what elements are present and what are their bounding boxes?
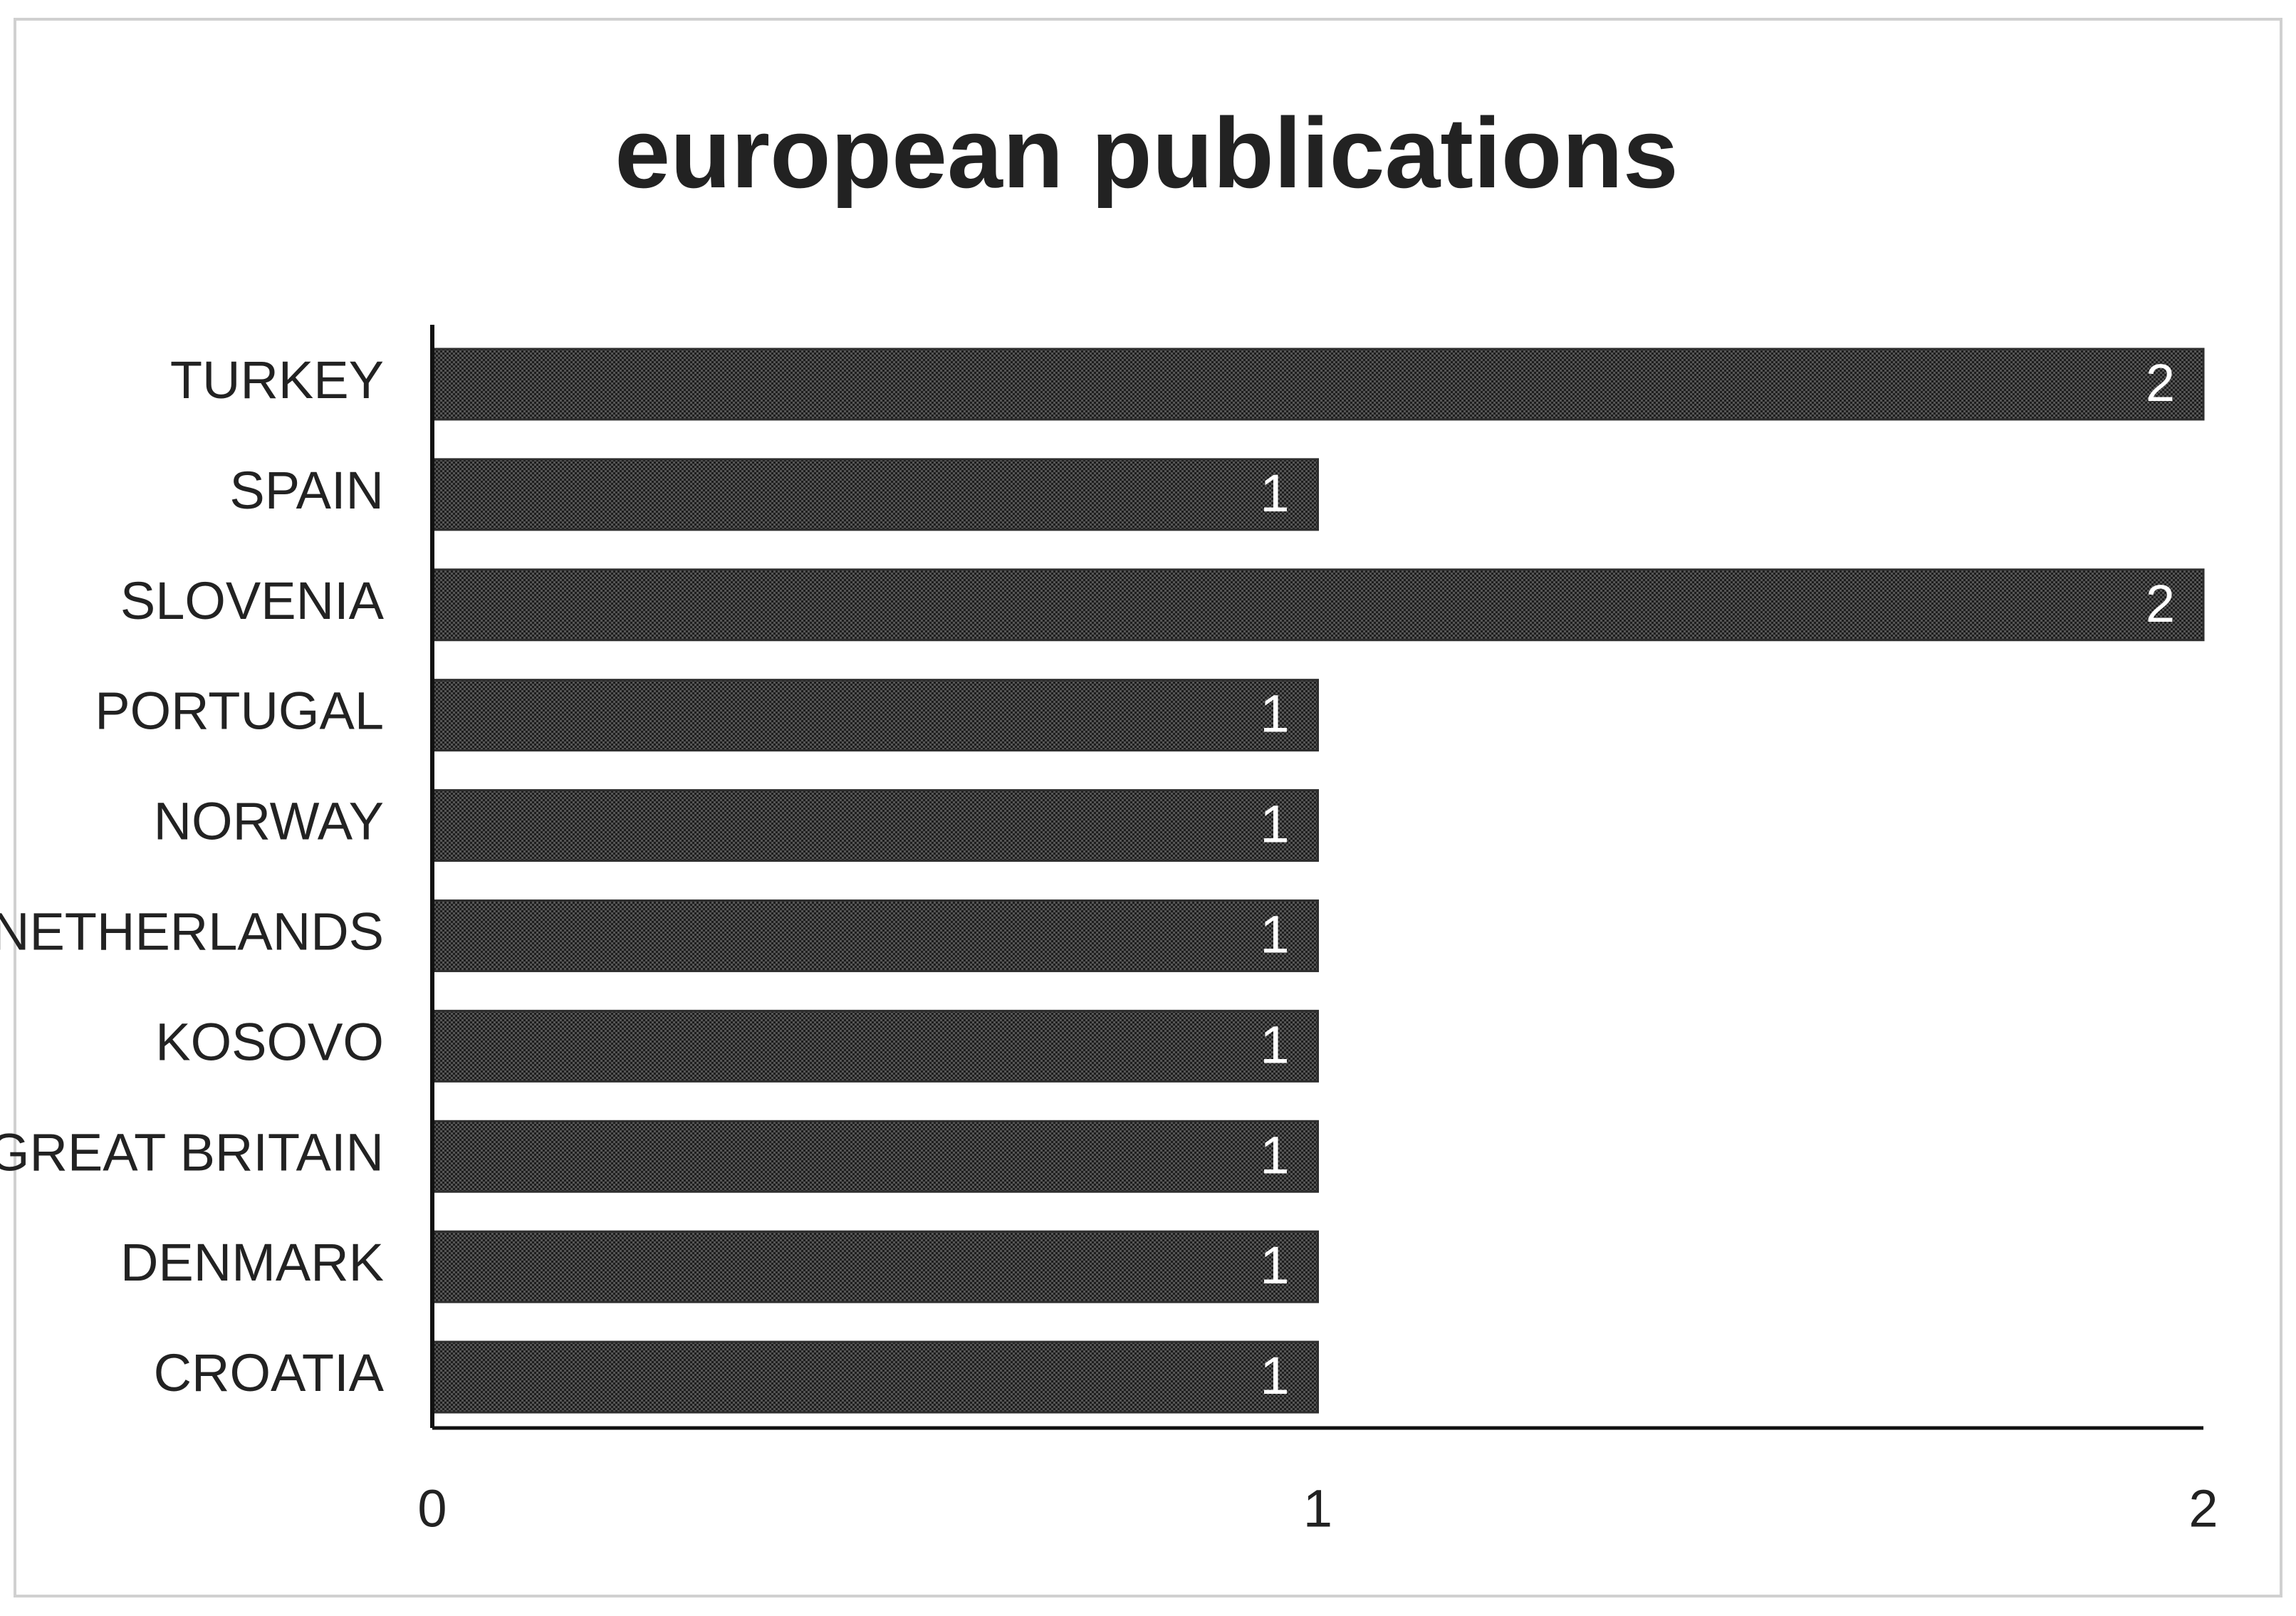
chart-title: european publications (615, 97, 1679, 209)
bar (431, 1009, 1319, 1083)
bar (431, 789, 1319, 862)
data-label: 1 (1260, 1236, 1289, 1295)
y-tick-label: NETHERLANDS (0, 902, 384, 961)
bar (431, 458, 1319, 531)
data-label: 1 (1260, 905, 1289, 964)
bar (431, 568, 2205, 642)
data-label: 1 (1260, 1125, 1289, 1184)
data-label: 2 (2146, 574, 2175, 633)
bar (431, 1230, 1319, 1303)
data-label: 2 (2146, 353, 2175, 412)
y-tick-label: SLOVENIA (120, 571, 385, 630)
y-tick-label: KOSOVO (155, 1012, 384, 1071)
data-label: 1 (1260, 1015, 1289, 1074)
data-label: 1 (1260, 795, 1289, 854)
y-tick-label: DENMARK (120, 1233, 384, 1292)
data-label: 1 (1260, 464, 1289, 523)
data-label: 1 (1260, 684, 1289, 744)
x-tick-label: 2 (2188, 1479, 2218, 1538)
y-tick-label: CROATIA (154, 1343, 385, 1402)
data-label: 1 (1260, 1346, 1289, 1405)
bar (431, 679, 1319, 752)
bar (431, 1120, 1319, 1193)
y-tick-label: NORWAY (154, 792, 384, 851)
y-tick-label: TURKEY (170, 350, 384, 410)
y-tick-label: GREAT BRITAIN (0, 1122, 384, 1182)
bar (431, 1340, 1319, 1414)
x-tick-label: 0 (417, 1479, 447, 1538)
bar (431, 899, 1319, 972)
x-tick-label: 1 (1303, 1479, 1332, 1538)
bar (431, 348, 2205, 421)
y-tick-label: SPAIN (229, 461, 384, 520)
y-tick-label: PORTUGAL (95, 682, 384, 741)
